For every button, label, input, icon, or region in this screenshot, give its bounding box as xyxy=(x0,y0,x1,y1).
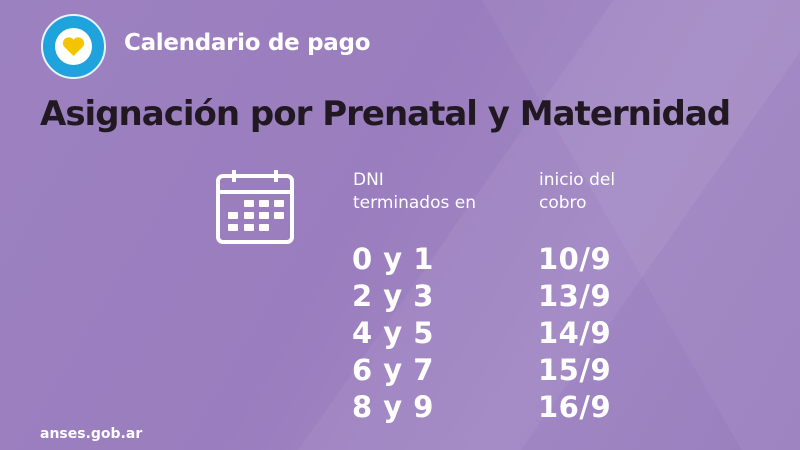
dni-column-header: DNI terminados en xyxy=(353,169,476,215)
page-subtitle: Calendario de pago xyxy=(124,30,371,56)
dni-cell: 2 y 3 xyxy=(352,279,434,313)
date-cell: 10/9 xyxy=(538,242,612,276)
header-line: DNI xyxy=(353,170,384,190)
page-title: Asignación por Prenatal y Maternidad xyxy=(40,94,731,134)
anses-logo xyxy=(41,14,106,79)
heart-icon xyxy=(62,37,85,57)
header-line: terminados en xyxy=(353,193,476,213)
header-line: inicio del xyxy=(539,170,616,190)
dni-cell: 4 y 5 xyxy=(352,316,434,350)
calendar-icon xyxy=(216,170,294,244)
date-cell: 13/9 xyxy=(538,279,612,313)
header-line: cobro xyxy=(539,193,587,213)
dni-cell: 0 y 1 xyxy=(352,242,434,276)
date-cell: 15/9 xyxy=(538,353,612,387)
footer-url: anses.gob.ar xyxy=(40,426,143,442)
dni-cell: 6 y 7 xyxy=(352,353,434,387)
date-cell: 16/9 xyxy=(538,390,612,424)
date-cell: 14/9 xyxy=(538,316,612,350)
date-column-header: inicio del cobro xyxy=(539,169,615,215)
dni-cell: 8 y 9 xyxy=(352,390,434,424)
